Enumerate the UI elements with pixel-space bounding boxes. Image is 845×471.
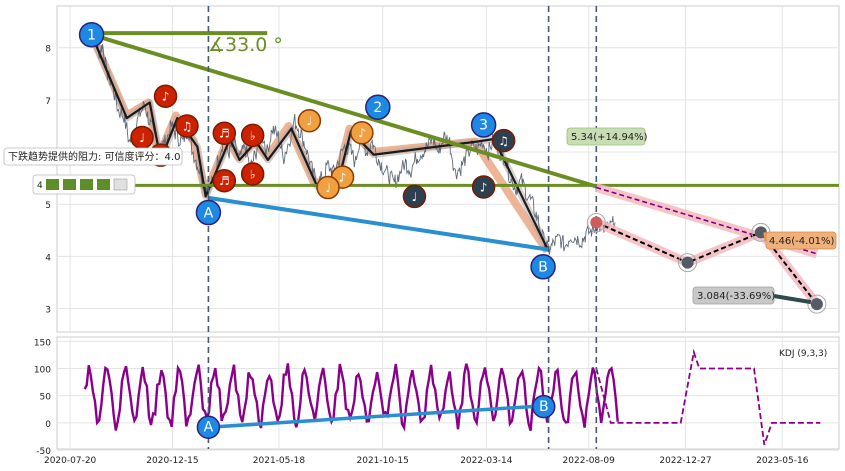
note-marker (240, 123, 265, 148)
x-tick-label: 2022-03-14 (460, 456, 513, 466)
note-marker-label: ♪ (162, 90, 170, 104)
note-marker (316, 175, 340, 200)
x-tick-label: 2022-12-27 (659, 456, 711, 466)
note-marker-label: ♩ (412, 190, 418, 204)
wave-marker (470, 112, 497, 138)
note-marker-label: ♬ (219, 127, 230, 141)
indicator-legend: KDJ (9,3,3) (779, 349, 827, 359)
note-marker (471, 175, 496, 199)
forecast-ring (807, 294, 827, 314)
note-marker-label: ♫ (498, 134, 509, 148)
score-prefix: 4 (37, 181, 43, 191)
note-marker (402, 184, 427, 209)
indicator-frame (56, 336, 840, 450)
support-trendline (208, 195, 549, 252)
wave-marker (195, 199, 222, 226)
forecast-upper-line (596, 186, 818, 255)
note-marker-label: ♭ (250, 129, 256, 143)
forecast-point (590, 216, 603, 229)
resistance-trendline (91, 32, 597, 189)
annotations: ∡33.0 ° 下跌趋势提供的阻力: 可信度评分：4.0 4 5.34(+14.… (3, 34, 837, 359)
note-marker-label: ♫ (182, 119, 193, 133)
note-marker-label: ♪ (480, 180, 488, 194)
indicator-wave-marker-label: A (204, 420, 214, 436)
price-ytick-label: 3 (45, 306, 51, 316)
wave-marker-label: A (204, 205, 214, 221)
note-marker (175, 114, 199, 138)
target-mid-text: 4.46(-4.01%) (769, 236, 835, 247)
note-marker-label: ♬ (219, 174, 230, 188)
price-line (91, 29, 616, 255)
indicator-wave-marker (196, 415, 221, 440)
price-frame (56, 5, 840, 333)
note-marker (297, 109, 322, 133)
x-tick-label: 2020-07-20 (44, 456, 97, 466)
x-tick-label: 2021-10-15 (357, 456, 409, 466)
score-icon-4 (97, 179, 110, 190)
resistance-note-text: 下跌趋势提供的阻力: 可信度评分：4.0 (8, 150, 180, 163)
score-icon-1 (46, 179, 59, 190)
target-low-text: 3.084(-33.69%) (697, 291, 775, 302)
indicator-wave-marker (532, 394, 556, 419)
target-mid-label: 4.46(-4.01%) (765, 231, 837, 250)
price-ytick-label: 4 (45, 253, 51, 263)
wave-marker-label: 1 (87, 27, 96, 43)
note-marker-label: ♭ (250, 167, 256, 181)
wave-marker (365, 94, 391, 120)
x-tick-label: 2023-05-16 (756, 456, 809, 466)
note-marker (240, 162, 265, 186)
indicator-support-trendline (208, 403, 549, 430)
x-tick-label: 2020-12-15 (146, 456, 198, 466)
note-marker (212, 168, 237, 193)
indicator-panel: -50 0 50 100 150 A B (34, 336, 840, 457)
note-marker-label: ♪ (358, 126, 366, 140)
kdj-forecast-line (595, 348, 821, 445)
note-marker (491, 128, 516, 153)
x-tick-label: 2021-05-18 (253, 456, 306, 466)
score-icon-3 (80, 179, 93, 190)
x-tick-label: 2022-08-09 (563, 456, 616, 466)
note-marker (153, 84, 178, 108)
kdj-history-line (83, 363, 619, 432)
wave-marker-label: 2 (373, 100, 382, 116)
indicator-ytick-label: 100 (34, 366, 51, 376)
note-marker (350, 120, 374, 145)
forecast-point (681, 256, 694, 269)
forecast-point (810, 298, 823, 311)
wave-marker-label: 3 (479, 118, 488, 134)
indicator-ytick-label: 0 (45, 420, 51, 430)
forecast-ring (678, 253, 698, 273)
angle-label: ∡33.0 ° (208, 34, 283, 56)
score-badge: 4 (32, 174, 136, 195)
price-ytick-label: 8 (45, 45, 51, 55)
forecast-line (595, 221, 818, 305)
note-marker (212, 121, 237, 146)
forecast-ring (586, 212, 606, 232)
note-marker-label: ♩ (307, 114, 313, 128)
note-marker-label: ♩ (139, 131, 145, 145)
price-ytick-label: 7 (45, 97, 51, 107)
target-low-arrow (773, 294, 812, 305)
price-ytick-label: 5 (45, 201, 51, 211)
wave-marker (530, 254, 556, 280)
indicator-ytick-label: 50 (40, 393, 52, 403)
target-up-text: 5.34(+14.94%) (571, 132, 648, 143)
indicator-ytick-label: 150 (34, 338, 51, 348)
score-icon-5 (113, 178, 128, 191)
resistance-note: 下跌趋势提供的阻力: 可信度评分：4.0 (3, 147, 183, 166)
score-icon-2 (63, 179, 76, 190)
indicator-wave-marker-label: B (539, 399, 549, 415)
indicator-ytick-label: -50 (36, 447, 51, 457)
target-low-label: 3.084(-33.69%) (692, 286, 775, 305)
target-up-label: 5.34(+14.94%) (566, 127, 648, 146)
note-marker-label: ♩ (325, 181, 331, 195)
wave-marker (78, 21, 105, 48)
wave-marker-label: B (538, 260, 548, 276)
x-axis: 2020-07-20 2020-12-15 2021-05-18 2021-10-15… (44, 456, 809, 466)
note-marker-label: ♪ (339, 170, 347, 184)
